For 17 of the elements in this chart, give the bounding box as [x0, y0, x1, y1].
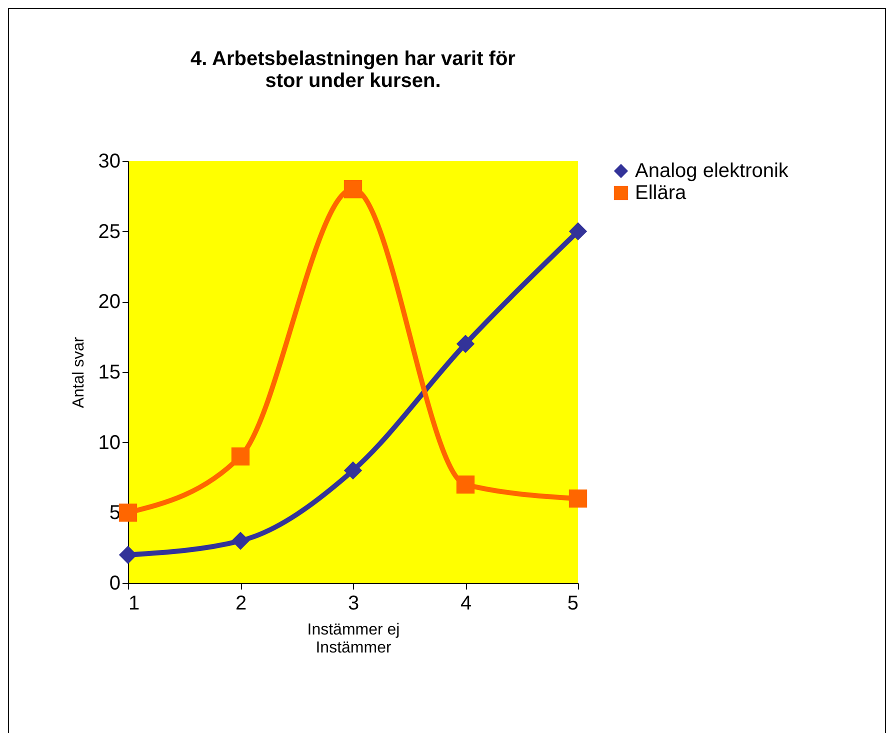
x-tick-label: 3 — [348, 592, 360, 614]
y-tick-label: 15 — [98, 362, 120, 384]
y-tick-label: 30 — [98, 150, 120, 172]
x-tick-label: 2 — [235, 592, 247, 614]
y-tick-label: 0 — [109, 572, 120, 594]
x-tick-label: 5 — [567, 592, 578, 614]
x-tick-label: 1 — [128, 592, 140, 614]
legend-label: Analog elektronik — [635, 160, 790, 182]
y-tick-label: 5 — [109, 502, 120, 524]
y-axis-title: Antal svar — [70, 336, 88, 408]
y-tick-label: 20 — [98, 291, 120, 314]
chart-title: 4. Arbetsbelastningen har varit för stor under kursen. — [190, 48, 516, 92]
y-tick-label: 10 — [98, 432, 120, 454]
x-axis-title: Instämmer ej Instämmer — [307, 622, 400, 656]
legend-label: Ellära — [635, 182, 688, 204]
y-tick-label: 25 — [98, 220, 120, 243]
x-tick-label: 4 — [460, 592, 472, 614]
